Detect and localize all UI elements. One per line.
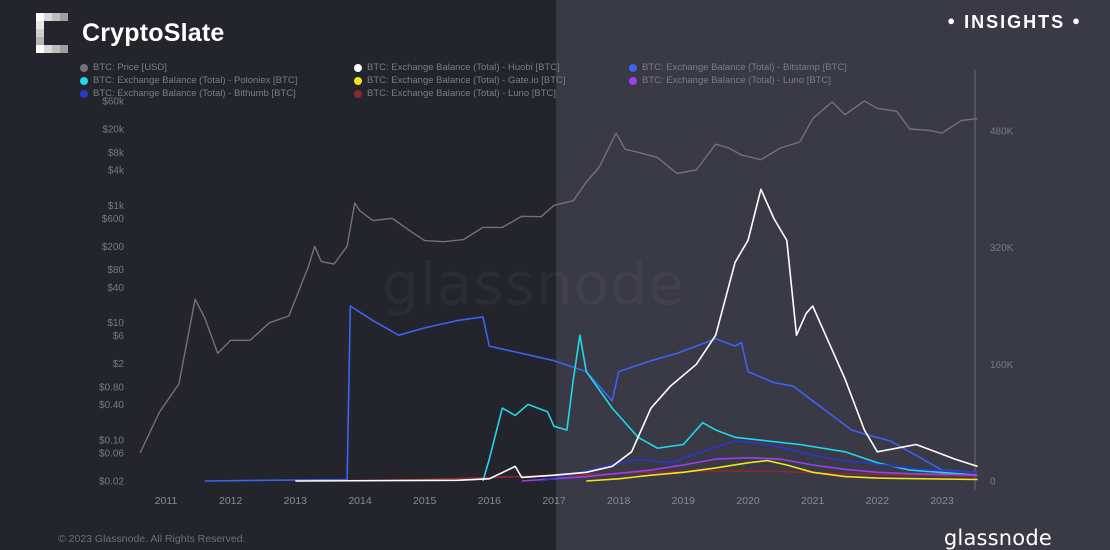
legend-item: BTC: Exchange Balance (Total) - Poloniex… xyxy=(80,75,297,86)
x-tick-label: 2019 xyxy=(672,495,696,507)
x-tick-label: 2023 xyxy=(930,495,954,507)
x-tick-label: 2020 xyxy=(736,495,760,507)
background-left-panel xyxy=(0,0,556,550)
legend-item: BTC: Exchange Balance (Total) - Huobi [B… xyxy=(354,62,560,73)
legend-swatch-icon xyxy=(629,63,637,72)
series-line-poloniex xyxy=(482,334,978,482)
chart-axes: $60k $20k $8k $4k $1k $600 $200 $80 $40 $10 $6 $2 $0… xyxy=(99,70,1014,507)
legend-swatch-icon xyxy=(80,76,88,85)
y-right-tick-label: 0 xyxy=(990,477,996,488)
copyright-notice: © 2023 Glassnode. All Rights Reserved. xyxy=(58,533,246,545)
series-line-price xyxy=(139,100,978,454)
x-tick-label: 2013 xyxy=(284,495,308,507)
cryptoslate-logo-icon xyxy=(36,13,68,53)
y-left-tick-label: $20k xyxy=(102,124,125,135)
x-tick-label: 2017 xyxy=(542,495,566,507)
legend-item: BTC: Exchange Balance (Total) - Gate.io … xyxy=(354,75,566,86)
legend-label: BTC: Exchange Balance (Total) - Gate.io … xyxy=(367,75,566,86)
legend-swatch-icon xyxy=(629,76,637,85)
y-left-tick-label: $0.80 xyxy=(99,383,124,394)
legend-item: BTC: Exchange Balance (Total) - Luno [BT… xyxy=(629,75,831,86)
legend-label: BTC: Exchange Balance (Total) - Poloniex… xyxy=(93,75,298,86)
y-right-tick-label: 480K xyxy=(990,127,1014,138)
y-left-tick-label: $6 xyxy=(113,331,125,342)
x-tick-label: 2011 xyxy=(155,495,178,507)
y-left-tick-label: $40 xyxy=(107,283,124,294)
legend-swatch-icon xyxy=(354,63,362,72)
legend-swatch-icon xyxy=(354,89,362,98)
legend-label: BTC: Exchange Balance (Total) - Luno [BT… xyxy=(642,75,832,86)
y-left-tick-label: $0.40 xyxy=(99,400,124,411)
bullet-dot-icon: ● xyxy=(1072,13,1082,28)
y-left-tick-label: $0.10 xyxy=(99,435,124,446)
insights-label: INSIGHTS xyxy=(964,12,1066,32)
legend-swatch-icon xyxy=(80,63,88,72)
legend-item: BTC: Exchange Balance (Total) - Luno [BT… xyxy=(354,88,556,99)
y-right-tick-label: 160K xyxy=(990,360,1014,371)
y-left-tick-label: $2 xyxy=(113,359,125,370)
background-right-panel xyxy=(556,0,1110,550)
y-left-tick-label: $1k xyxy=(108,201,125,212)
legend-label: BTC: Price [USD] xyxy=(93,62,167,73)
series-line-huobi xyxy=(295,188,978,482)
legend-item: BTC: Exchange Balance (Total) - Bitstamp… xyxy=(629,62,847,73)
legend-item: BTC: Price [USD] xyxy=(80,62,167,73)
x-tick-label: 2022 xyxy=(866,495,890,507)
legend-label: BTC: Exchange Balance (Total) - Luno [BT… xyxy=(367,88,557,99)
x-tick-label: 2016 xyxy=(478,495,502,507)
legend-label: BTC: Exchange Balance (Total) - Bitstamp… xyxy=(642,62,847,73)
y-left-tick-label: $8k xyxy=(108,148,125,159)
x-tick-label: 2021 xyxy=(801,495,825,507)
glassnode-logo: glassnode xyxy=(943,526,1052,550)
y-left-tick-label: $80 xyxy=(107,265,124,276)
series-line-bitstamp xyxy=(204,305,978,482)
y-left-tick-label: $10 xyxy=(107,318,124,329)
y-left-tick-label: $4k xyxy=(108,165,125,176)
series-line-gateio xyxy=(586,459,978,482)
y-right-tick-label: 320K xyxy=(990,243,1014,254)
legend-swatch-icon xyxy=(80,89,88,98)
y-left-tick-label: $200 xyxy=(102,242,125,253)
brand-name: CryptoSlate xyxy=(82,18,225,47)
legend-swatch-icon xyxy=(354,76,362,85)
x-tick-label: 2012 xyxy=(219,495,243,507)
x-tick-label: 2014 xyxy=(348,495,372,507)
watermark: glassnode xyxy=(382,250,685,318)
x-tick-label: 2015 xyxy=(413,495,437,507)
y-left-tick-label: $0.02 xyxy=(99,477,124,488)
bullet-dot-icon: ● xyxy=(947,13,958,28)
x-tick-label: 2018 xyxy=(607,495,631,507)
series-line-bithumb xyxy=(540,440,978,482)
chart-series xyxy=(139,100,978,482)
y-left-tick-label: $600 xyxy=(102,214,125,225)
y-left-tick-label: $60k xyxy=(102,97,125,108)
legend-item: BTC: Exchange Balance (Total) - Bithumb … xyxy=(80,88,296,99)
insights-badge: ● INSIGHTS ● xyxy=(947,12,1082,33)
brand-header: CryptoSlate xyxy=(36,10,225,56)
y-left-tick-label: $0.06 xyxy=(99,449,124,460)
legend-label: BTC: Exchange Balance (Total) - Bithumb … xyxy=(93,88,296,99)
legend-label: BTC: Exchange Balance (Total) - Huobi [B… xyxy=(367,62,560,73)
series-line-luno xyxy=(521,456,978,482)
